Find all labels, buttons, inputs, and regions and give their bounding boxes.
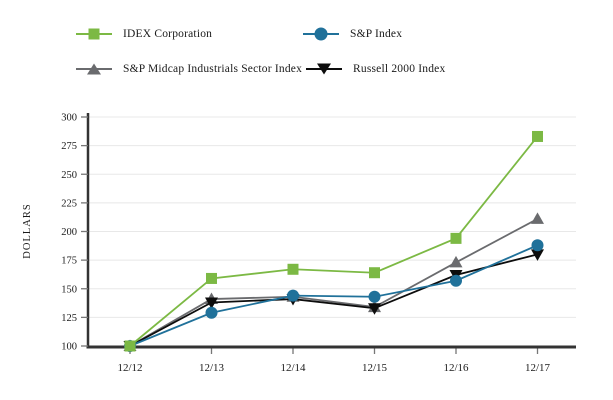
x-tick-label: 12/16: [443, 362, 469, 374]
legend-item-russell-2000: Russell 2000 Index: [306, 61, 445, 77]
legend-label: S&P Index: [350, 28, 403, 40]
data-point-marker: [531, 239, 544, 252]
square-marker-icon: [76, 27, 112, 42]
data-point-marker: [531, 249, 544, 261]
series-s-p-index: [124, 239, 544, 352]
legend-item-sp-midcap-industrials: S&P Midcap Industrials Sector Index: [76, 61, 302, 77]
data-point-marker: [368, 303, 381, 315]
data-point-marker: [369, 267, 380, 279]
legend-label: Russell 2000 Index: [353, 63, 446, 75]
y-axis-label: DOLLARS: [22, 203, 33, 258]
y-tick-label: 150: [61, 284, 77, 295]
x-tick-label: 12/17: [525, 362, 551, 374]
y-tick-label: 275: [61, 141, 77, 152]
x-tick-label: 12/15: [362, 362, 388, 374]
x-axis-ticks: 12/12 12/13 12/14 12/15 12/16 12/17: [117, 348, 551, 374]
data-point-marker: [368, 290, 381, 303]
series-s-p-midcap-industrials-sector-index: [123, 212, 544, 351]
y-tick-label: 125: [61, 313, 77, 324]
data-point-marker: [287, 263, 299, 275]
data-point-marker: [205, 297, 218, 309]
data-point-marker: [206, 272, 217, 284]
circle-marker-icon: [303, 27, 339, 42]
data-point-marker: [450, 232, 462, 244]
data-point-marker: [532, 130, 543, 142]
y-tick-label: 225: [61, 198, 77, 209]
data-point-marker: [124, 340, 136, 352]
axes: [86, 113, 576, 349]
series-idex-corporation: [124, 130, 543, 352]
y-gridlines: [88, 116, 576, 318]
x-tick-label: 12/12: [117, 362, 142, 374]
y-tick-label: 200: [61, 227, 77, 238]
triangle-up-marker-icon: [76, 62, 112, 77]
y-tick-label: 100: [61, 342, 77, 353]
legend-item-sp-index: S&P Index: [303, 26, 402, 42]
x-tick-label: 12/13: [199, 362, 225, 374]
y-tick-label: 250: [61, 170, 77, 181]
data-point-marker: [449, 255, 463, 268]
triangle-down-marker-icon: [306, 62, 342, 77]
data-point-marker: [287, 289, 299, 302]
y-tick-label: 175: [61, 256, 77, 267]
legend-label: S&P Midcap Industrials Sector Index: [123, 63, 303, 75]
data-point-marker: [531, 212, 544, 224]
y-tick-label: 300: [61, 113, 77, 124]
data-point-marker: [205, 306, 218, 319]
data-point-marker: [450, 274, 462, 287]
legend-item-idex-corporation: IDEX Corporation: [76, 26, 212, 42]
series-russell-2000-index: [123, 249, 544, 353]
legend-label: IDEX Corporation: [123, 28, 213, 40]
y-axis-ticks: 100 125 150 175 200 225 250 275 300: [61, 113, 88, 353]
x-tick-label: 12/14: [280, 362, 306, 374]
